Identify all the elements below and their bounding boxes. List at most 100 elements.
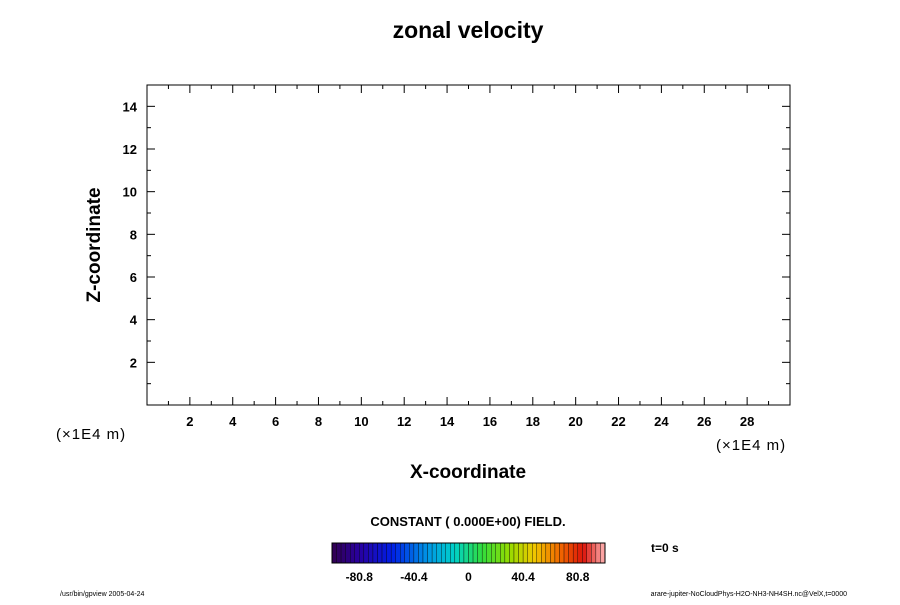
colorbar-cell <box>450 542 456 564</box>
chart-title: zonal velocity <box>393 17 544 43</box>
x-tick-label: 16 <box>483 414 497 429</box>
colorbar-cell <box>350 542 355 564</box>
x-axis-ticks <box>167 85 770 405</box>
x-tick-label: 14 <box>440 414 455 429</box>
colorbar-cell <box>595 542 601 564</box>
colorbar-cell <box>404 542 410 564</box>
x-tick-label: 4 <box>229 414 237 429</box>
colorbar-tick-label: 80.8 <box>566 570 590 584</box>
colorbar-cell <box>413 542 419 564</box>
x-tick-label: 22 <box>611 414 625 429</box>
colorbar-cell <box>586 542 592 564</box>
colorbar-cell <box>345 542 351 564</box>
x-tick-label: 2 <box>186 414 193 429</box>
colorbar-cell <box>522 542 528 564</box>
colorbar-cell <box>486 542 492 564</box>
colorbar-cell <box>554 542 560 564</box>
colorbar-cell <box>331 542 337 564</box>
colorbar-cell <box>431 542 437 564</box>
colorbar-cell <box>368 542 374 564</box>
y-tick-label: 2 <box>130 355 137 370</box>
colorbar-cell <box>409 542 415 564</box>
colorbar-cell <box>481 542 487 564</box>
y-tick-label: 8 <box>130 227 137 242</box>
x-unit-label: (×1E4 m) <box>716 437 786 454</box>
colorbar-cell <box>441 542 446 564</box>
colorbar-cell <box>582 542 587 564</box>
colorbar-cell <box>572 542 578 564</box>
colorbar-cell <box>400 542 405 564</box>
y-tick-label: 10 <box>123 185 137 200</box>
colorbar-cell <box>427 542 433 564</box>
colorbar-cell <box>418 542 424 564</box>
colorbar-cell <box>472 542 478 564</box>
y-axis-label: Z-coordinate <box>84 187 105 302</box>
colorbar-cell <box>527 542 533 564</box>
colorbar-cell <box>491 542 496 564</box>
colorbar-cell <box>600 542 606 564</box>
time-label: t=0 s <box>651 541 679 555</box>
colorbar-cell <box>377 542 383 564</box>
colorbar-cell <box>372 542 378 564</box>
colorbar-cell <box>550 542 556 564</box>
x-tick-label: 12 <box>397 414 411 429</box>
colorbar-cell <box>532 542 537 564</box>
colorbar-cell <box>454 542 460 564</box>
y-axis-ticks <box>147 105 790 385</box>
x-axis-label: X-coordinate <box>410 462 526 483</box>
x-tick-label: 10 <box>354 414 368 429</box>
colorbar-cell <box>390 542 396 564</box>
colorbar-cell <box>513 542 519 564</box>
colorbar-cell <box>500 542 506 564</box>
footer-right: arare-jupiter-NoCloudPhys-H2O-NH3-NH4SH.… <box>651 591 847 598</box>
colorbar-cell <box>518 542 524 564</box>
colorbar-cell <box>359 542 365 564</box>
x-tick-label: 18 <box>526 414 540 429</box>
colorbar-tick-label: 40.4 <box>511 570 535 584</box>
colorbar-cell <box>436 542 442 564</box>
y-tick-label: 12 <box>123 142 137 157</box>
y-unit-label: (×1E4 m) <box>56 426 126 443</box>
colorbar-cell <box>559 542 565 564</box>
colorbar-cell <box>468 542 474 564</box>
x-tick-label: 28 <box>740 414 754 429</box>
colorbar-cell <box>422 542 428 564</box>
colorbar-cell <box>354 542 360 564</box>
colorbar-cell <box>395 542 401 564</box>
colorbar-cell <box>340 542 346 564</box>
colorbar-cell <box>545 542 551 564</box>
colorbar-cell <box>591 542 597 564</box>
colorbar-cell <box>386 542 392 564</box>
colorbar-cell <box>363 542 369 564</box>
colorbar-cell <box>495 542 501 564</box>
colorbar-cell <box>504 542 510 564</box>
x-tick-label: 26 <box>697 414 711 429</box>
colorbar-cell <box>541 542 547 564</box>
x-tick-label: 8 <box>315 414 322 429</box>
colorbar-tick-label: -40.4 <box>400 570 428 584</box>
x-tick-label: 6 <box>272 414 279 429</box>
colorbar-cell <box>459 542 465 564</box>
colorbar-cell <box>445 542 451 564</box>
field-note: CONSTANT ( 0.000E+00) FIELD. <box>370 514 565 529</box>
colorbar-cell <box>577 542 583 564</box>
footer-left: /usr/bin/gpview 2005-04-24 <box>60 591 145 598</box>
y-tick-label: 4 <box>130 313 138 328</box>
colorbar-tick-labels: -80.8 -40.4 0 40.4 80.8 <box>346 570 590 584</box>
colorbar-cell <box>381 542 387 564</box>
y-axis-tick-labels: 2 4 6 8 10 12 14 <box>123 99 138 370</box>
x-tick-label: 24 <box>654 414 669 429</box>
colorbar-cell <box>563 542 569 564</box>
colorbar-frame <box>331 542 606 564</box>
plot-frame <box>146 84 791 406</box>
y-tick-label: 14 <box>123 99 138 114</box>
colorbar-cell <box>336 542 342 564</box>
colorbar <box>331 542 606 564</box>
x-axis-tick-labels: 2 4 6 8 10 12 14 16 18 20 22 24 26 28 <box>186 414 754 429</box>
colorbar-cell <box>568 542 574 564</box>
colorbar-cell <box>509 542 515 564</box>
y-tick-label: 6 <box>130 270 137 285</box>
colorbar-cell <box>477 542 483 564</box>
colorbar-cell <box>536 542 542 564</box>
